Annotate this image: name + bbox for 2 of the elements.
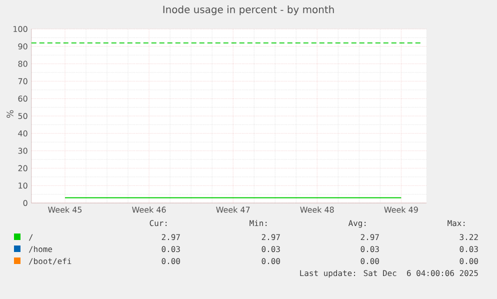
y-axis-title: % — [6, 110, 14, 118]
chart-title: Inode usage in percent - by month — [163, 6, 334, 16]
